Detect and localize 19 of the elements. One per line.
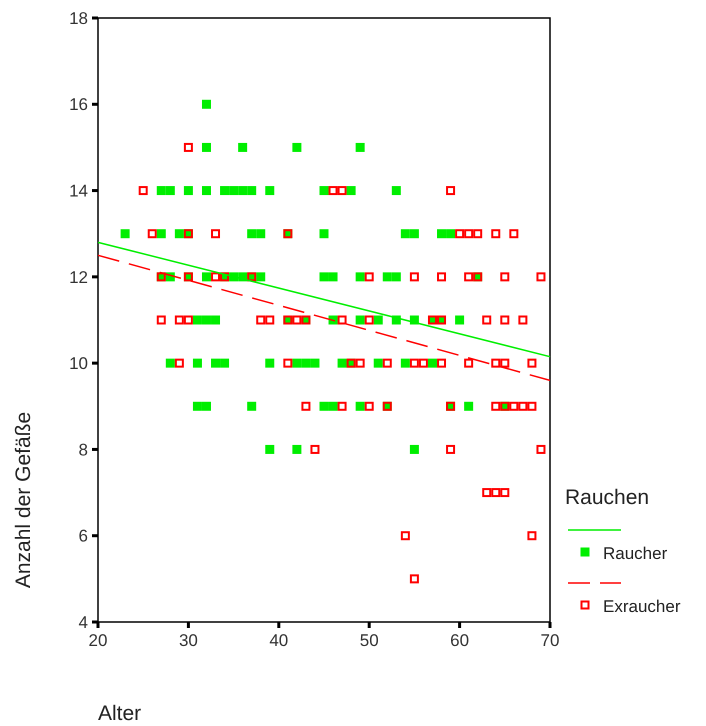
y-tick-label: 12 xyxy=(69,268,88,287)
y-tick-label: 16 xyxy=(69,95,88,114)
y-tick-label: 4 xyxy=(78,612,88,632)
y-axis-title: Anzahl der Gefäße xyxy=(12,412,35,588)
x-axis-title: Alter xyxy=(98,702,142,725)
legend-title: Rauchen xyxy=(565,486,650,509)
x-tick-label: 70 xyxy=(540,631,560,650)
y-tick-label: 6 xyxy=(78,526,88,546)
legend-label: Raucher xyxy=(603,544,668,563)
y-tick-label: 14 xyxy=(69,182,88,201)
y-tick-label: 10 xyxy=(69,354,88,374)
x-tick-label: 60 xyxy=(450,631,470,650)
y-tick-label: 18 xyxy=(69,8,88,28)
x-tick-label: 50 xyxy=(360,631,379,650)
x-tick-label: 30 xyxy=(178,631,198,650)
legend-label: Exraucher xyxy=(603,597,681,616)
x-tick-label: 20 xyxy=(88,631,108,650)
x-tick-label: 40 xyxy=(269,631,288,650)
y-tick-label: 8 xyxy=(78,440,88,460)
